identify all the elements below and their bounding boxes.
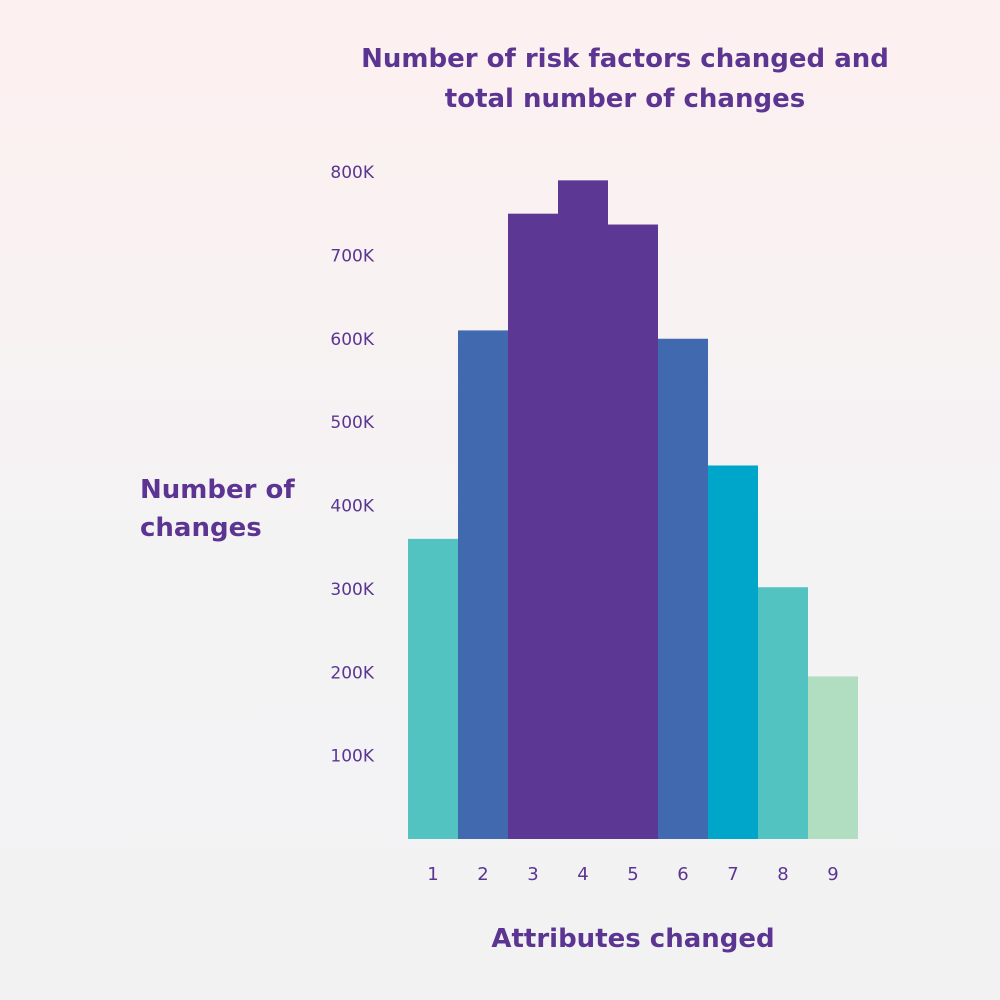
x-tick-label: 1	[427, 864, 438, 885]
bar-1	[408, 538, 458, 839]
y-tick-label: 100K	[330, 747, 374, 767]
x-tick-label: 3	[527, 864, 538, 885]
y-tick-label: 600K	[330, 330, 374, 350]
y-tick-label: 700K	[330, 246, 374, 266]
y-tick-label: 500K	[330, 413, 374, 433]
bar-4	[558, 180, 608, 839]
x-axis-label: Attributes changed	[491, 924, 774, 954]
bar-2	[458, 330, 508, 839]
bar-8	[758, 587, 808, 839]
chart-title-line-1: Number of risk factors changed and	[361, 44, 889, 74]
chart-title-line-2: total number of changes	[445, 84, 805, 114]
bars	[408, 180, 858, 839]
bar-6	[658, 338, 708, 839]
x-tick-label: 8	[777, 864, 788, 885]
x-tick-label: 6	[677, 864, 688, 885]
x-tick-label: 7	[727, 864, 738, 885]
y-tick-label: 200K	[330, 663, 374, 683]
bar-7	[708, 465, 758, 839]
x-axis-ticks: 1 2 3 4 5 6 7 8 9	[427, 864, 838, 885]
x-tick-label: 2	[477, 864, 488, 885]
x-tick-label: 9	[827, 864, 838, 885]
y-tick-label: 300K	[330, 580, 374, 600]
x-tick-label: 4	[577, 864, 588, 885]
bar-3	[508, 213, 558, 839]
y-axis-ticks: 100K 200K 300K 400K 500K 600K 700K 800K	[330, 163, 374, 767]
y-tick-label: 800K	[330, 163, 374, 183]
bar-5	[608, 224, 658, 839]
x-tick-label: 5	[627, 864, 638, 885]
bar-9	[808, 676, 858, 839]
y-axis-label-line-1: Number of	[140, 475, 295, 505]
y-axis-label-line-2: changes	[140, 513, 262, 543]
y-tick-label: 400K	[330, 497, 374, 517]
